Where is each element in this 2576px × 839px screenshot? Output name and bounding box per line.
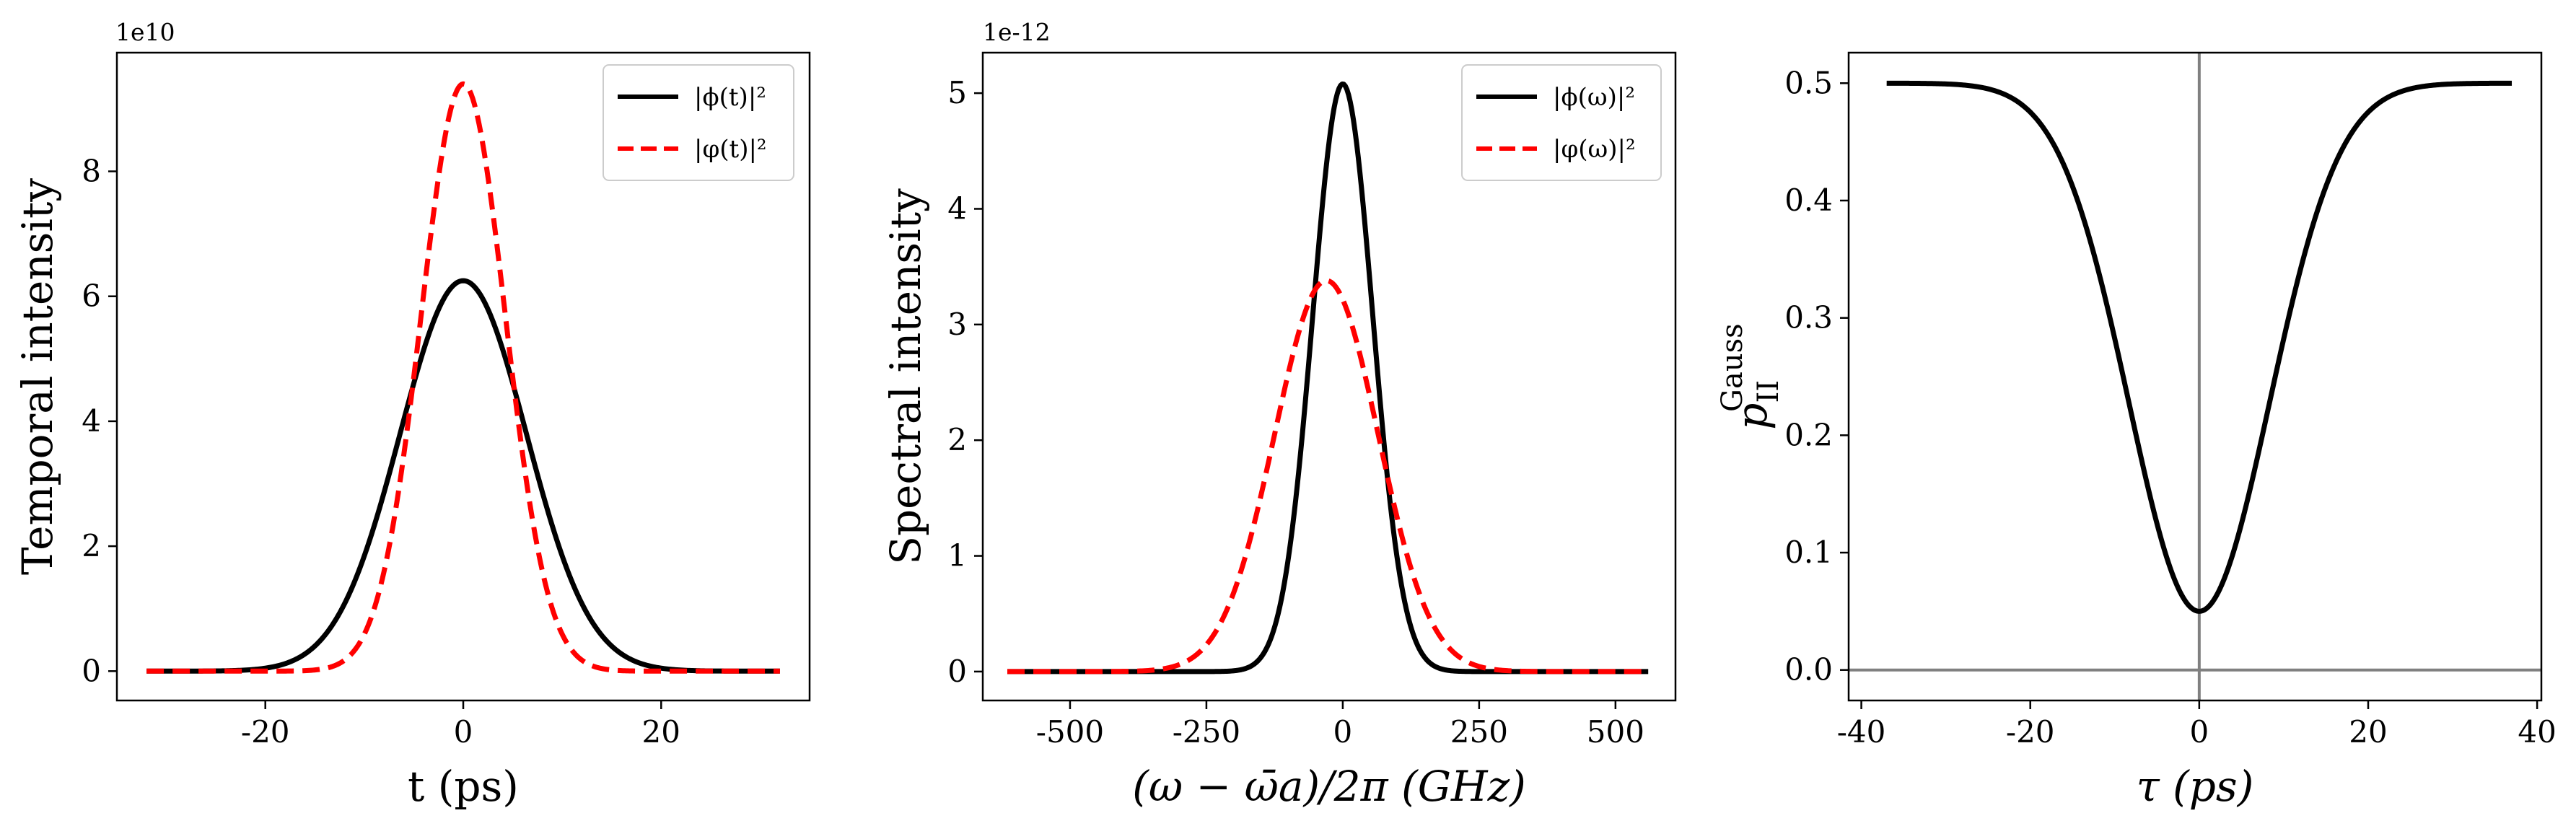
series-line-2 bbox=[145, 81, 781, 674]
x-tick-label: 0 bbox=[2189, 714, 2209, 750]
panel-spectral: -500 -250 0 250 500 0 1 2 3 4 5 1e-12 (ω − ω̄a)/2… bbox=[881, 18, 1677, 811]
series-line-1 bbox=[145, 278, 781, 674]
legend-entry: |φ(t)|² bbox=[694, 135, 767, 164]
y-tick-label: 6 bbox=[82, 278, 101, 314]
x-ticks: -500 -250 0 250 500 bbox=[1036, 700, 1644, 750]
y-axis-label: pIIGauss bbox=[1716, 323, 1785, 429]
y-tick-label: 4 bbox=[947, 190, 967, 226]
x-ticks: -20 0 20 bbox=[241, 700, 680, 750]
x-axis-label: τ (ps) bbox=[2137, 762, 2254, 811]
x-tick-label: 40 bbox=[2518, 714, 2556, 750]
x-tick-label: 20 bbox=[642, 714, 680, 750]
panel-temporal: -20 0 20 0 2 4 6 8 1e10 t (ps) Temporal intens… bbox=[13, 18, 811, 811]
x-tick-label: 0 bbox=[1333, 714, 1353, 750]
y-tick-label: 2 bbox=[82, 528, 101, 563]
plot-frame bbox=[981, 51, 1677, 702]
x-tick-label: -500 bbox=[1036, 714, 1104, 750]
y-tick-label: 0.4 bbox=[1784, 183, 1833, 218]
y-tick-label: 4 bbox=[82, 403, 101, 439]
legend-entry: |φ(ω)|² bbox=[1553, 135, 1636, 164]
y-axis-label-text: pIIGauss bbox=[1716, 323, 1785, 429]
y-ticks: 0.0 0.1 0.2 0.3 0.4 0.5 bbox=[1784, 65, 1849, 688]
x-tick-label: -250 bbox=[1173, 714, 1240, 750]
x-tick-label: -40 bbox=[1837, 714, 1886, 750]
y-tick-label: 1 bbox=[947, 538, 967, 574]
series-group bbox=[1885, 80, 2513, 614]
x-tick-label: 0 bbox=[454, 714, 473, 750]
y-ticks: 0 2 4 6 8 bbox=[82, 154, 117, 688]
x-tick-label: -20 bbox=[241, 714, 290, 750]
x-ticks: -40 -20 0 20 40 bbox=[1837, 700, 2557, 750]
series-line-1 bbox=[1885, 80, 2513, 614]
legend-box bbox=[1461, 64, 1662, 181]
legend: |ϕ(ω)|² |φ(ω)|² bbox=[1461, 64, 1662, 181]
y-tick-label: 0 bbox=[82, 653, 101, 688]
legend-box bbox=[603, 64, 794, 181]
plot-frame bbox=[1847, 51, 2543, 702]
y-tick-label: 0.3 bbox=[1784, 300, 1833, 335]
y-tick-label: 5 bbox=[947, 75, 967, 110]
y-tick-label: 8 bbox=[82, 154, 101, 189]
x-axis-label: (ω − ω̄a)/2π (GHz) bbox=[1132, 762, 1526, 811]
y-tick-label: 0.0 bbox=[1784, 652, 1833, 688]
legend-entry: |ϕ(ω)|² bbox=[1553, 83, 1635, 112]
y-tick-label: 0.2 bbox=[1784, 417, 1833, 452]
x-tick-label: 250 bbox=[1450, 714, 1508, 750]
series-group bbox=[1006, 81, 1650, 675]
legend: |ϕ(t)|² |φ(t)|² bbox=[603, 64, 794, 181]
y-tick-label: 3 bbox=[947, 307, 967, 342]
x-tick-label: 20 bbox=[2349, 714, 2387, 750]
y-multiplier: 1e10 bbox=[115, 18, 175, 46]
series-line-2 bbox=[1006, 278, 1650, 675]
y-tick-label: 2 bbox=[947, 422, 967, 457]
y-ticks: 0 1 2 3 4 5 bbox=[947, 75, 983, 689]
y-axis-label: Spectral intensity bbox=[881, 188, 930, 565]
y-tick-label: 0.5 bbox=[1784, 65, 1833, 100]
y-tick-label: 0.1 bbox=[1784, 535, 1833, 570]
y-axis-label: Temporal intensity bbox=[13, 178, 62, 575]
series-group bbox=[145, 81, 781, 674]
panel-probability: -40 -20 0 20 40 0.0 0.1 0.2 0.3 0.4 0.5 τ (ps) pI… bbox=[1716, 51, 2557, 811]
x-tick-label: -20 bbox=[2006, 714, 2055, 750]
x-tick-label: 500 bbox=[1587, 714, 1644, 750]
x-axis-label: t (ps) bbox=[408, 762, 519, 811]
legend-entry: |ϕ(t)|² bbox=[694, 83, 766, 112]
y-tick-label: 0 bbox=[947, 654, 967, 689]
reference-lines bbox=[1849, 53, 2541, 700]
y-multiplier: 1e-12 bbox=[983, 18, 1051, 46]
